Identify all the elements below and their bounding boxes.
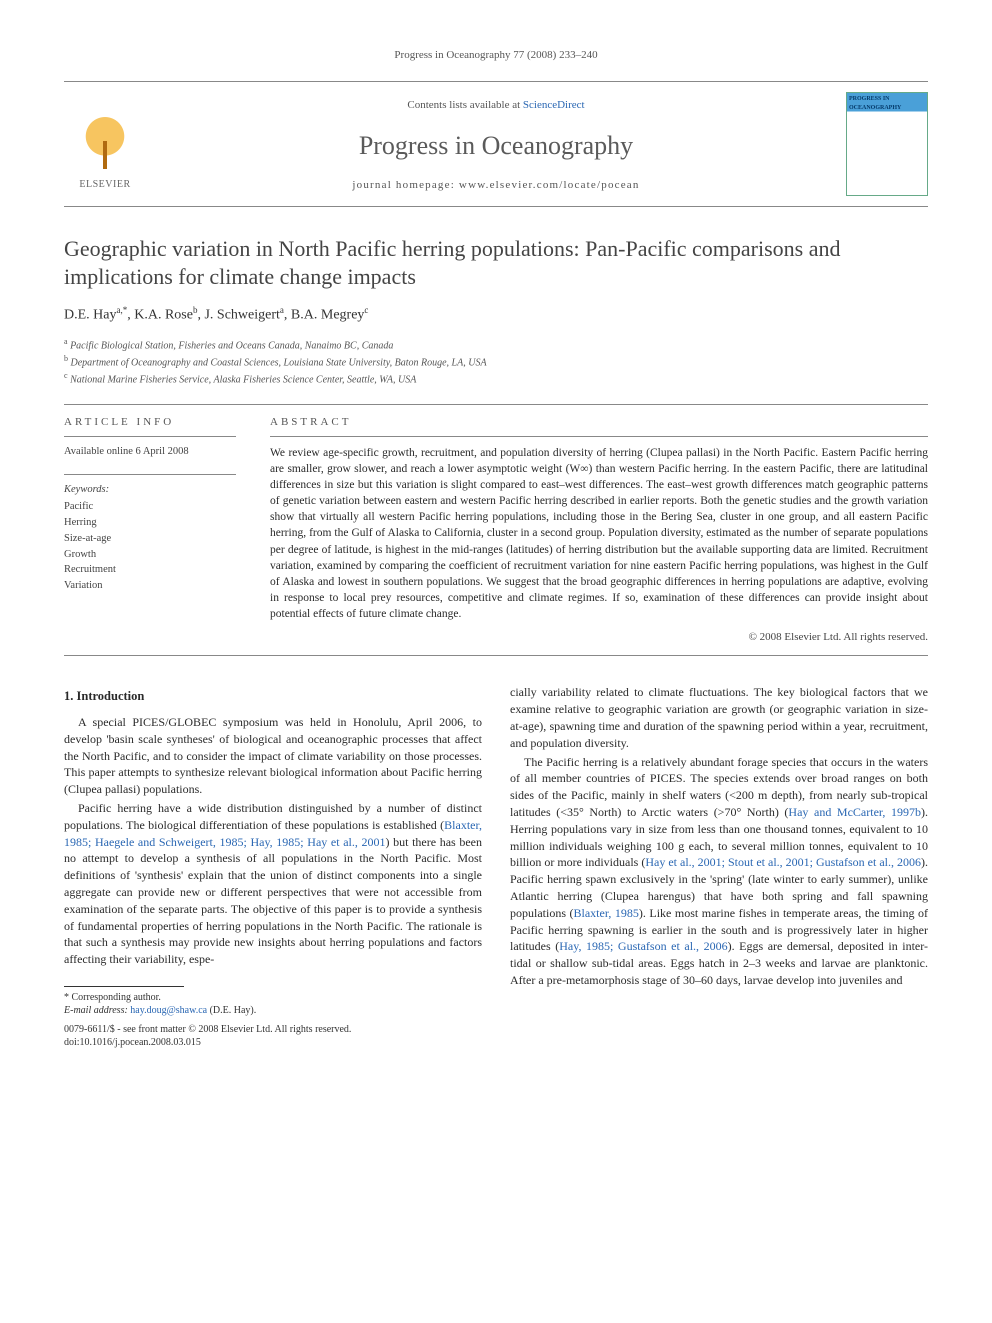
author-affil-sup: a [280,305,284,315]
journal-homepage-line: journal homepage: www.elsevier.com/locat… [154,178,838,193]
body-paragraph: A special PICES/GLOBEC symposium was hel… [64,714,482,798]
keywords-label: Keywords: [64,483,236,498]
body-text: Pacific herring have a wide distribution… [64,801,482,832]
author-list: D.E. Haya,*, K.A. Roseb, J. Schweigerta,… [64,304,928,325]
keywords-list: Pacific Herring Size-at-age Growth Recru… [64,499,236,594]
available-online-line: Available online 6 April 2008 [64,445,236,460]
abstract-body: We review age-specific growth, recruitme… [270,445,928,622]
body-paragraph: Pacific herring have a wide distribution… [64,800,482,968]
affiliations: a Pacific Biological Station, Fisheries … [64,336,928,388]
author-affil-sup: b [193,305,198,315]
abstract-copyright: © 2008 Elsevier Ltd. All rights reserved… [270,630,928,645]
affiliation-sup: a [64,337,68,346]
author-affil-sup: a,* [117,305,128,315]
article-title: Geographic variation in North Pacific he… [64,235,928,290]
affiliation-sup: b [64,354,68,363]
journal-masthead: ELSEVIER Contents lists available at Sci… [64,81,928,207]
keyword-item: Variation [64,578,236,594]
front-matter-line: 0079-6611/$ - see front matter © 2008 El… [64,1023,482,1036]
keyword-item: Pacific [64,499,236,515]
affiliation-line: c National Marine Fisheries Service, Ala… [64,370,928,387]
body-paragraph: The Pacific herring is a relatively abun… [510,754,928,989]
running-head: Progress in Oceanography 77 (2008) 233–2… [64,48,928,63]
keyword-item: Size-at-age [64,531,236,547]
affiliation-text: Pacific Biological Station, Fisheries an… [70,340,393,351]
affiliation-sup: c [64,371,68,380]
elsevier-tree-icon [76,116,134,174]
article-body-columns: 1. Introduction A special PICES/GLOBEC s… [64,684,928,1048]
contents-lists-line: Contents lists available at ScienceDirec… [154,98,838,113]
contents-prefix: Contents lists available at [407,99,522,111]
footnote-separator [64,986,184,987]
body-column-right: cially variability related to climate fl… [510,684,928,1048]
cover-caption: PROGRESS IN OCEANOGRAPHY [849,95,925,112]
abstract-block: ABSTRACT We review age-specific growth, … [252,405,928,656]
doi-block: 0079-6611/$ - see front matter © 2008 El… [64,1023,482,1049]
citation-link[interactable]: Blaxter, 1985 [574,906,639,920]
publisher-name: ELSEVIER [79,178,130,192]
affiliation-line: b Department of Oceanography and Coastal… [64,353,928,370]
body-column-left: 1. Introduction A special PICES/GLOBEC s… [64,684,482,1048]
corresponding-label: * Corresponding author. [64,991,482,1004]
journal-name: Progress in Oceanography [154,128,838,164]
doi-line: doi:10.1016/j.pocean.2008.03.015 [64,1036,482,1049]
publisher-logo: ELSEVIER [64,92,146,196]
sciencedirect-link[interactable]: ScienceDirect [523,99,585,111]
email-label: E-mail address: [64,1005,128,1016]
affiliation-text: National Marine Fisheries Service, Alask… [70,375,416,386]
keyword-item: Recruitment [64,562,236,578]
citation-link[interactable]: Hay, 1985; Gustafson et al., 2006 [559,939,727,953]
body-paragraph: cially variability related to climate fl… [510,684,928,751]
affiliation-line: a Pacific Biological Station, Fisheries … [64,336,928,353]
body-text: ) but there has been no attempt to devel… [64,835,482,967]
article-info-heading: ARTICLE INFO [64,415,236,437]
affiliation-text: Department of Oceanography and Coastal S… [71,357,487,368]
keyword-item: Growth [64,547,236,563]
article-info-block: ARTICLE INFO Available online 6 April 20… [64,405,252,656]
email-person: (D.E. Hay). [210,1005,257,1016]
author-affil-sup: c [364,305,368,315]
section-heading-introduction: 1. Introduction [64,688,482,706]
citation-link[interactable]: Hay et al., 2001; Stout et al., 2001; Gu… [645,855,921,869]
keyword-item: Herring [64,515,236,531]
corresponding-author-footnote: * Corresponding author. E-mail address: … [64,991,482,1017]
corresponding-email-link[interactable]: hay.doug@shaw.ca [130,1005,207,1016]
journal-cover-thumbnail: PROGRESS IN OCEANOGRAPHY [846,92,928,196]
abstract-heading: ABSTRACT [270,415,928,437]
citation-link[interactable]: Hay and McCarter, 1997b [788,805,921,819]
